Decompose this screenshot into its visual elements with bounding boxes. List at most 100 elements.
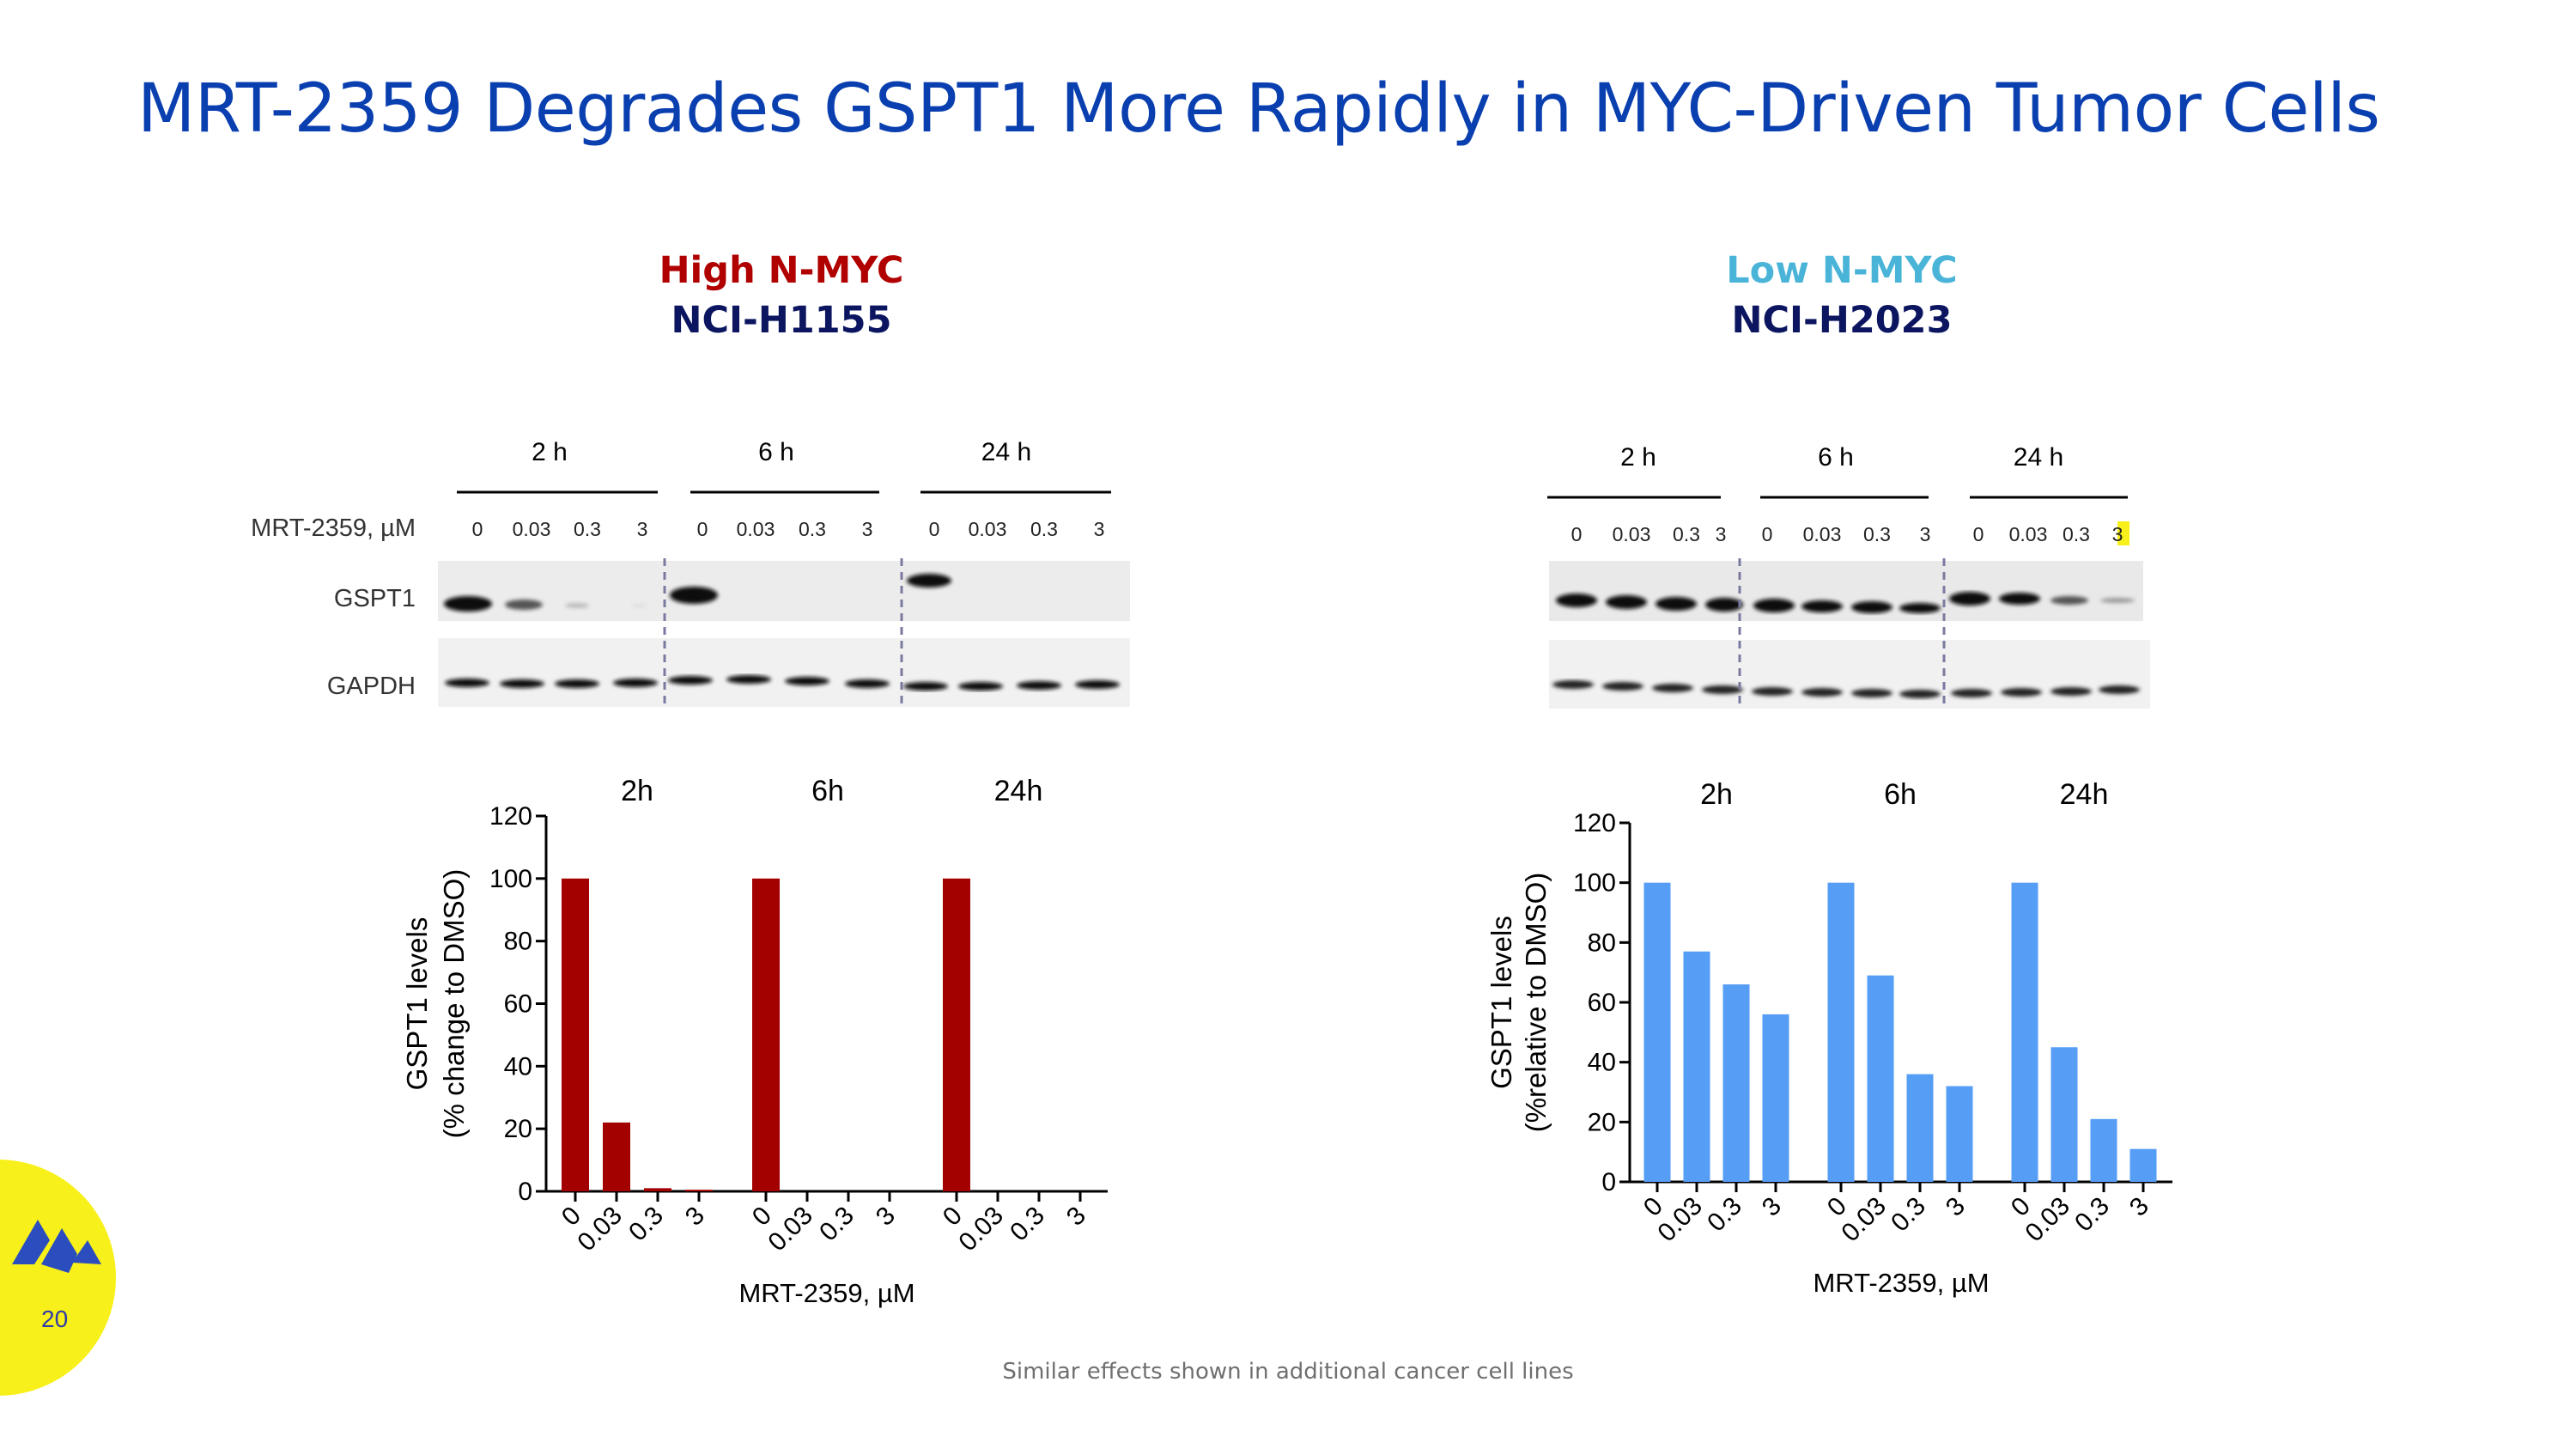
svg-text:3: 3: [637, 518, 648, 540]
svg-text:0.3: 0.3: [1673, 523, 1700, 545]
svg-text:0: 0: [1762, 523, 1773, 545]
right-condition-label: Low N-MYC: [1726, 249, 1958, 292]
right-chart-bar: [2050, 1047, 2078, 1182]
left-chart-y-tick-label: 20: [504, 1115, 532, 1143]
svg-text:0.03: 0.03: [513, 518, 551, 540]
right-blot-time-6h: 6 h: [1818, 443, 1854, 472]
right-chart-bar: [1722, 984, 1750, 1182]
left-blot-time-6h: 6 h: [758, 438, 794, 466]
right-western-blot: 2 h 6 h 24 h 0 0.03 0.3 3 0 0.03 0.3 3 0…: [1547, 443, 2150, 709]
right-blot-time-2h: 2 h: [1620, 443, 1656, 472]
right-chart-y-tick-label: 0: [1601, 1168, 1616, 1196]
company-logo-icon: [12, 1220, 101, 1273]
right-chart-x-tick-label: 3: [2124, 1192, 2154, 1222]
right-blot-dose-row: 0 0.03 0.3 3 0 0.03 0.3 3 0 0.03 0.3 3: [1571, 521, 2129, 545]
right-chart-y-tick-label: 40: [1588, 1049, 1616, 1077]
svg-text:0: 0: [1973, 523, 1984, 545]
right-chart-bar: [2129, 1148, 2157, 1182]
right-chart-bar: [1946, 1086, 1973, 1182]
left-chart-group-label: 6h: [811, 775, 844, 807]
svg-text:0.03: 0.03: [1803, 523, 1842, 545]
right-chart-bar: [2090, 1118, 2117, 1182]
left-chart-y-label-line1: GSPT1 levels: [401, 917, 433, 1091]
right-chart-bar: [1906, 1074, 1934, 1182]
svg-text:0.3: 0.3: [799, 518, 826, 540]
right-chart-x-tick-label: 3: [1757, 1192, 1787, 1222]
svg-text:0.03: 0.03: [1613, 523, 1651, 545]
right-chart-y-tick-label: 20: [1588, 1108, 1616, 1136]
svg-text:3: 3: [1920, 523, 1931, 545]
left-blot-dose-row: 0 0.03 0.3 3 0 0.03 0.3 3 0 0.03 0.3 3: [472, 518, 1105, 540]
left-blot-dose-label: MRT-2359, µM: [251, 514, 416, 542]
left-chart-group-label: 2h: [621, 775, 653, 807]
left-chart-bar: [685, 1190, 713, 1191]
left-blot-row-gspt1: GSPT1: [334, 585, 416, 612]
western-blot-figures: 2 h 6 h 24 h MRT-2359, µM 0 0.03 0.3 3 0…: [251, 438, 2150, 709]
right-chart-bar: [1762, 1014, 1789, 1182]
left-blot-row-gapdh: GAPDH: [327, 673, 416, 700]
svg-text:0.3: 0.3: [574, 518, 601, 540]
right-chart-bar: [1827, 882, 1855, 1182]
page-number: 20: [41, 1306, 69, 1332]
right-chart-x-tick-label: 0.03: [1836, 1192, 1892, 1248]
svg-text:3: 3: [1716, 523, 1727, 545]
svg-text:0: 0: [697, 518, 708, 540]
left-chart-bar: [562, 878, 589, 1191]
left-chart-y-tick-label: 120: [489, 802, 532, 831]
right-chart-bar: [1683, 951, 1710, 1182]
right-chart-y-tick-label: 120: [1573, 809, 1616, 837]
left-chart-y-tick-label: 100: [489, 865, 532, 893]
left-chart-bar: [752, 878, 780, 1191]
right-chart-x-tick-label: 0.03: [1652, 1192, 1708, 1248]
right-chart-y-tick-label: 80: [1588, 928, 1616, 957]
left-chart-y-tick-label: 0: [518, 1178, 532, 1206]
left-chart-y-tick-label: 60: [504, 990, 532, 1019]
svg-text:0.3: 0.3: [1863, 523, 1891, 545]
slide-title: MRT-2359 Degrades GSPT1 More Rapidly in …: [137, 70, 2380, 148]
svg-text:0: 0: [472, 518, 483, 540]
left-chart-y-tick-label: 40: [504, 1052, 532, 1081]
left-blot-time-2h: 2 h: [532, 438, 568, 466]
footnote: Similar effects shown in additional canc…: [1002, 1359, 1574, 1385]
right-cell-line-label: NCI-H2023: [1731, 299, 1953, 342]
left-chart-bar: [603, 1122, 630, 1191]
svg-text:0.3: 0.3: [1030, 518, 1058, 540]
svg-text:0: 0: [929, 518, 940, 540]
left-western-blot: 2 h 6 h 24 h MRT-2359, µM 0 0.03 0.3 3 0…: [251, 438, 1130, 709]
left-cell-line-label: NCI-H1155: [671, 299, 892, 342]
svg-text:3: 3: [862, 518, 873, 540]
right-chart-x-tick-label: 0.3: [1886, 1192, 1931, 1238]
right-chart-bar: [2011, 882, 2038, 1182]
right-chart-x-tick-label: 0.3: [1702, 1192, 1747, 1238]
left-chart-bar: [644, 1188, 671, 1191]
left-blot-time-24h: 24 h: [981, 438, 1031, 466]
svg-text:3: 3: [2112, 523, 2123, 545]
right-chart-x-tick-label: 3: [1941, 1192, 1971, 1222]
right-chart-group-label: 24h: [2060, 778, 2109, 811]
right-chart-x-tick-label: 0.3: [2069, 1192, 2115, 1238]
right-chart-group-label: 6h: [1884, 778, 1917, 811]
svg-text:3: 3: [1094, 518, 1105, 540]
right-chart-bar: [1867, 975, 1894, 1182]
left-condition-label: High N-MYC: [659, 249, 904, 292]
right-chart-y-tick-label: 100: [1573, 869, 1616, 898]
right-chart-bar: [1643, 882, 1671, 1182]
left-chart-group-label: 24h: [994, 775, 1043, 807]
svg-text:0.03: 0.03: [2009, 523, 2048, 545]
svg-text:0.3: 0.3: [2063, 523, 2090, 545]
right-chart-group-label: 2h: [1700, 778, 1733, 811]
left-chart-bar: [943, 878, 970, 1191]
left-chart-x-label: MRT-2359, µM: [738, 1278, 914, 1308]
left-chart-y-tick-label: 80: [504, 928, 532, 956]
right-blot-time-24h: 24 h: [2014, 443, 2063, 472]
right-chart-y-tick-label: 60: [1588, 989, 1616, 1017]
right-chart-y-label-line1: GSPT1 levels: [1485, 916, 1517, 1089]
svg-text:0.03: 0.03: [969, 518, 1007, 540]
right-chart-x-label: MRT-2359, µM: [1813, 1268, 1989, 1298]
svg-text:0: 0: [1571, 523, 1583, 545]
right-chart-y-label-line2: (%relative to DMSO): [1520, 873, 1552, 1133]
left-chart-y-label-line2: (% change to DMSO): [438, 869, 470, 1139]
right-chart-x-tick-label: 0.03: [2020, 1192, 2075, 1248]
svg-text:0.03: 0.03: [737, 518, 775, 540]
